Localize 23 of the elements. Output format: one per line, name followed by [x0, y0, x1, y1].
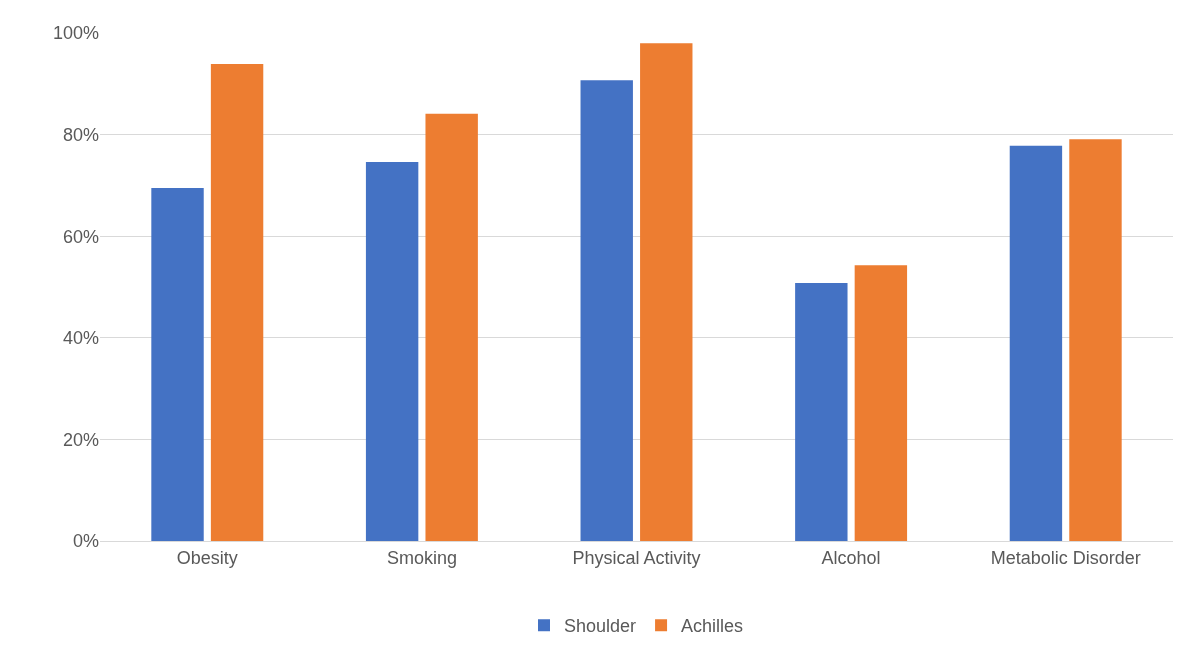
- bar: [151, 187, 204, 541]
- bar: [365, 162, 419, 541]
- bar: [580, 80, 633, 541]
- y-tick-label: 0%: [72, 531, 99, 552]
- bar: [854, 265, 908, 541]
- x-tick-label: Smoking: [386, 547, 457, 568]
- legend-label: Shoulder: [564, 616, 637, 637]
- y-tick-label: 60%: [62, 226, 99, 247]
- x-tick-label: Alcohol: [821, 547, 881, 568]
- x-tick-label: Obesity: [176, 547, 238, 568]
- bar: [640, 43, 693, 541]
- x-tick-label: Metabolic Disorder: [990, 547, 1141, 568]
- x-tick-label: Physical Activity: [572, 547, 701, 568]
- legend-label: Achilles: [681, 616, 744, 637]
- bar: [425, 113, 478, 541]
- y-tick-label: 100%: [52, 23, 99, 44]
- y-tick-label: 20%: [62, 429, 99, 450]
- bar: [795, 282, 848, 541]
- bar: [210, 63, 264, 541]
- y-tick-label: 40%: [62, 328, 99, 349]
- y-tick-label: 80%: [62, 124, 99, 145]
- bar: [1069, 139, 1122, 541]
- bar: [1009, 145, 1063, 541]
